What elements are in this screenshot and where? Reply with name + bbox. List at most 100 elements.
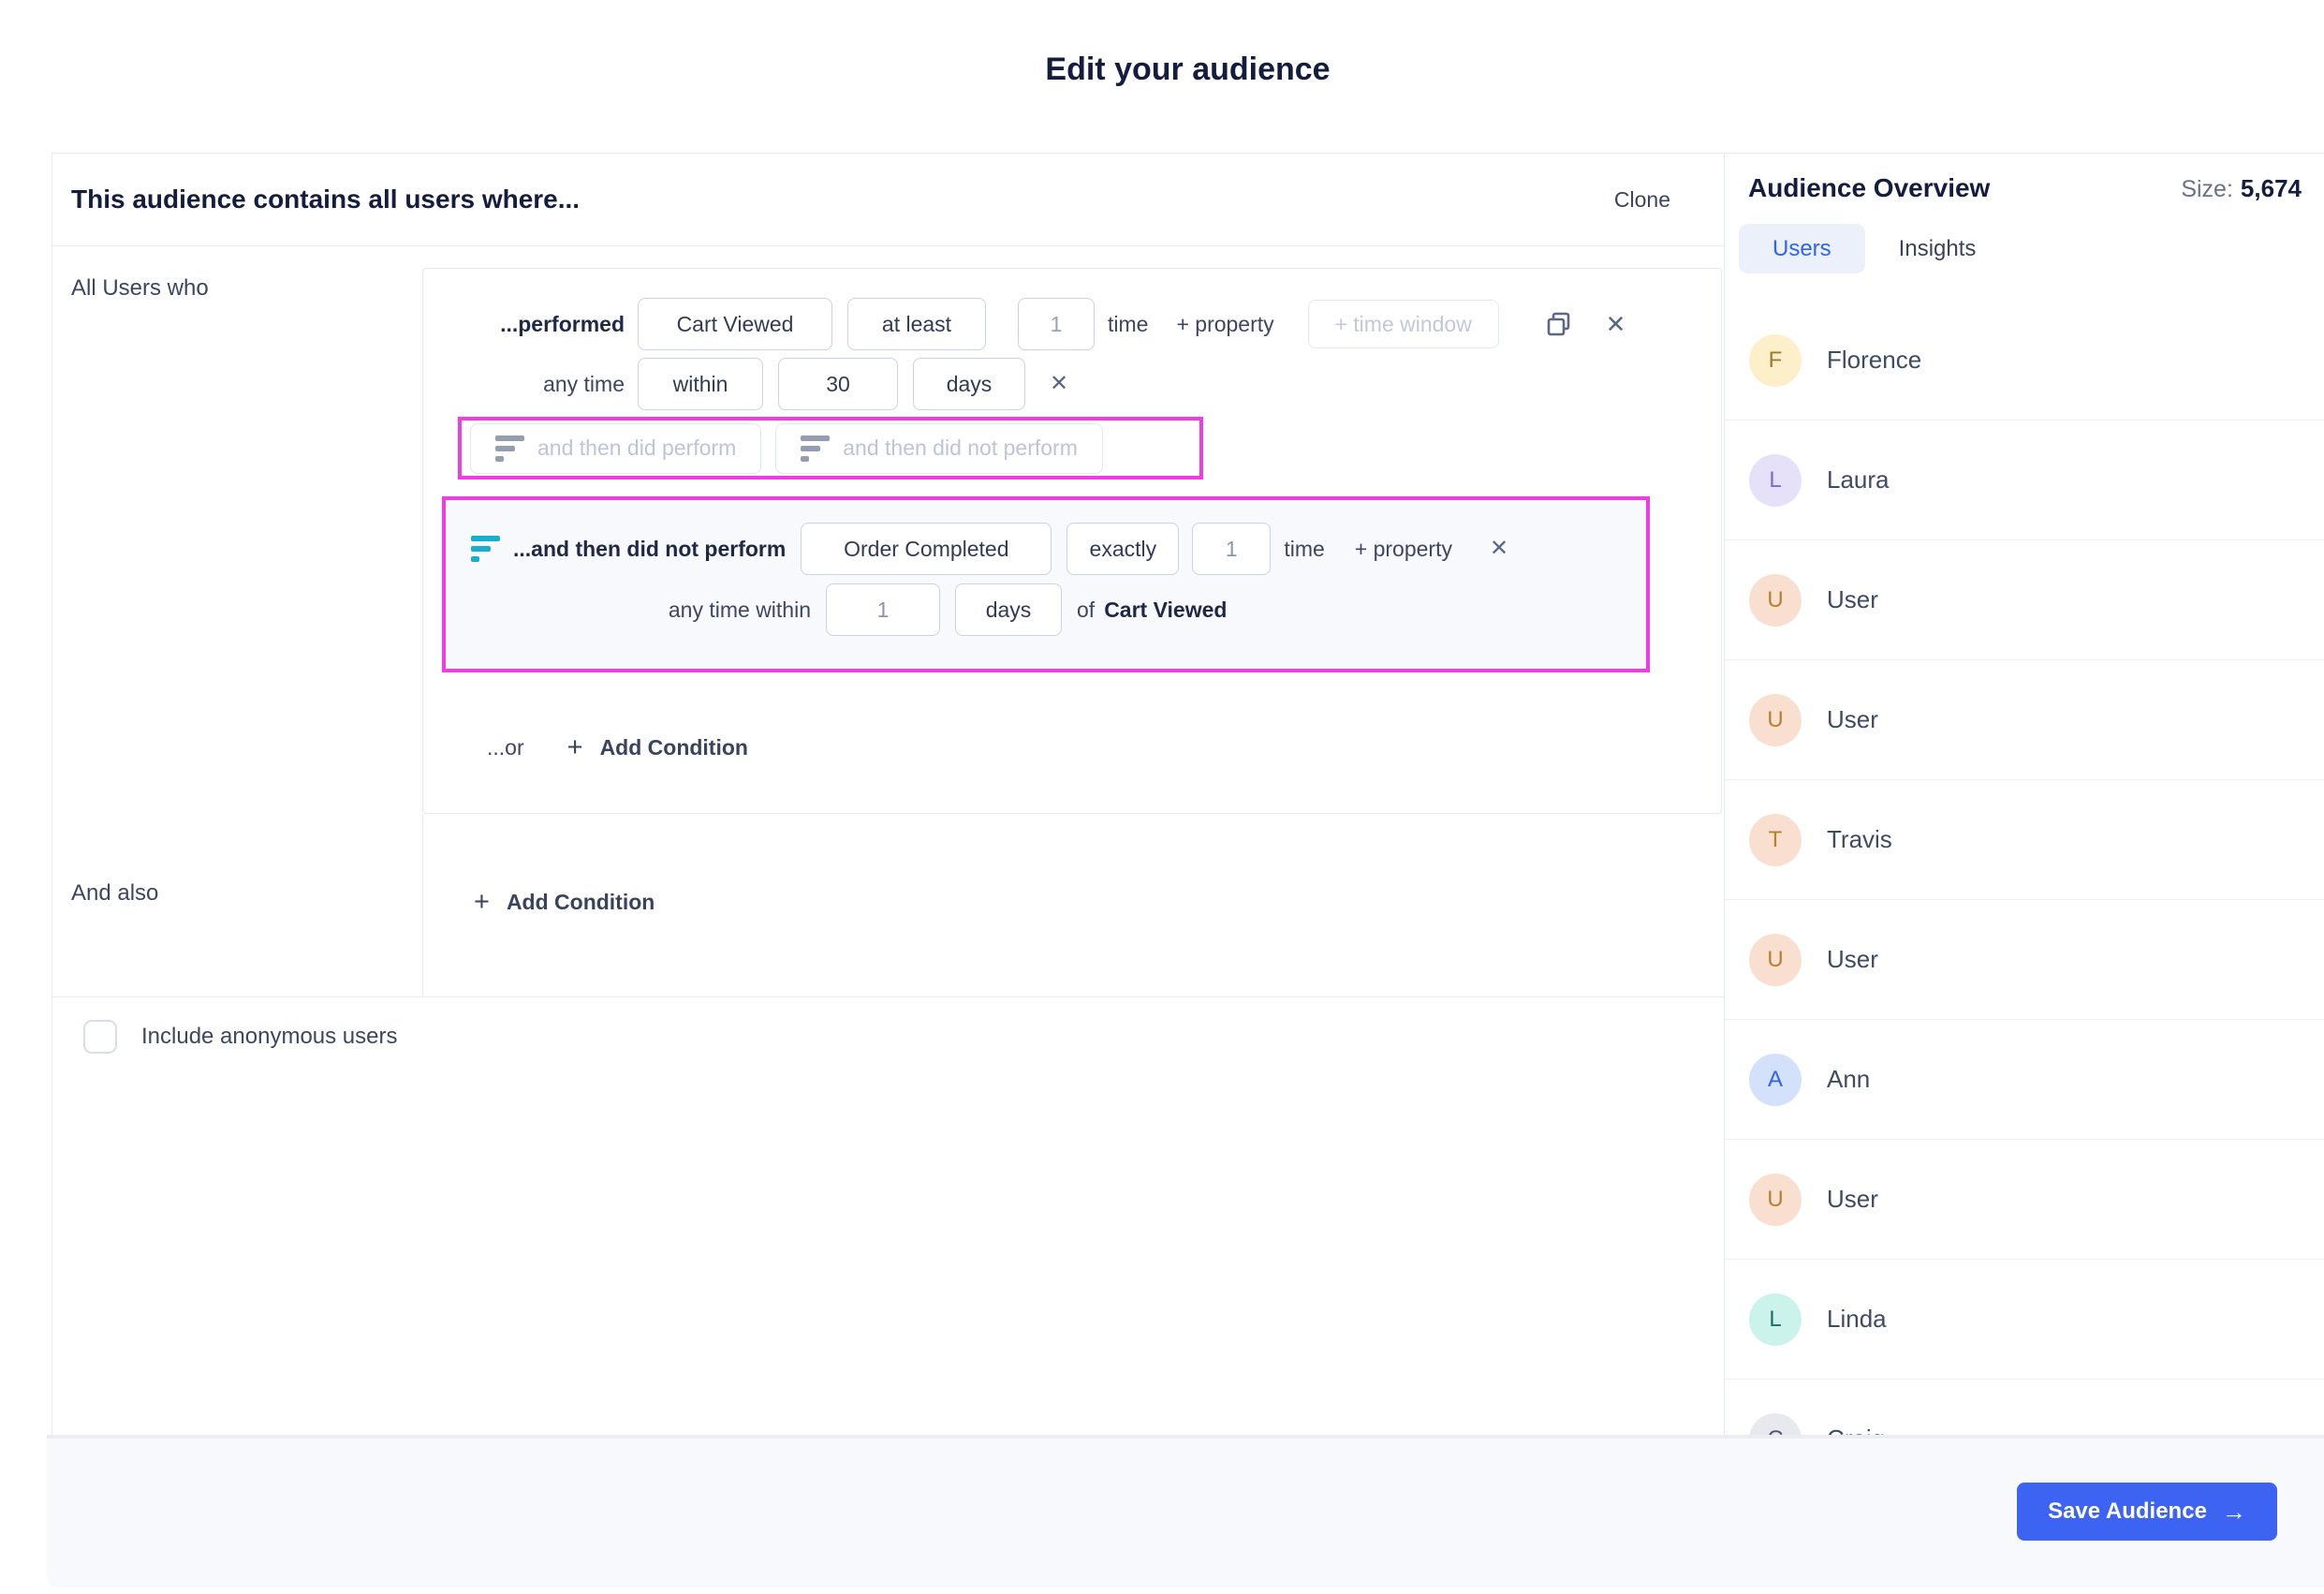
user-name: Florence — [1827, 346, 1922, 374]
avatar: C — [1749, 1412, 1802, 1436]
subcondition-prefix-label: ...and then did not perform — [513, 536, 787, 561]
remove-subcondition-icon[interactable]: ✕ — [1489, 536, 1509, 561]
avatar: F — [1749, 333, 1802, 387]
subcondition-event-select[interactable]: Order Completed — [801, 523, 1052, 575]
user-row[interactable]: U User — [1725, 660, 2324, 780]
user-row[interactable]: L Linda — [1725, 1260, 2324, 1380]
user-list: F Florence L Laura U User U User T Tra — [1725, 301, 2324, 1436]
count-input[interactable]: 1 — [1018, 298, 1095, 350]
anonymous-users-row: Include anonymous users — [83, 1016, 398, 1057]
subcondition-row-window: any time within 1 days of Cart Viewed — [446, 583, 1646, 637]
tab-insights[interactable]: Insights — [1865, 224, 2010, 273]
duplicate-condition-icon[interactable] — [1544, 309, 1574, 339]
operator-select[interactable]: at least — [847, 298, 986, 350]
user-name: User — [1827, 945, 1878, 973]
subcondition-operator-select[interactable]: exactly — [1066, 523, 1180, 575]
event-select[interactable]: Cart Viewed — [638, 298, 832, 350]
sidebar-header: Audience Overview Size: 5,674 — [1748, 165, 2302, 212]
arrow-right-icon: → — [2221, 1497, 2246, 1526]
plus-icon[interactable]: + — [566, 731, 583, 762]
avatar: L — [1749, 453, 1802, 507]
and-then-did-perform-button[interactable]: and then did perform — [470, 422, 762, 474]
user-name: User — [1827, 585, 1878, 613]
sidebar-tabs: Users Insights — [1739, 224, 2009, 273]
and-then-did-not-perform-button[interactable]: and then did not perform — [775, 422, 1103, 474]
size-label: Size: — [2181, 175, 2233, 202]
subcondition-window-label: any time within — [668, 597, 811, 622]
of-label: of — [1077, 597, 1096, 622]
subcondition-row-main: ...and then did not perform Order Comple… — [446, 522, 1646, 576]
or-add-condition-row: ...or + Add Condition — [423, 720, 1721, 775]
card-header: This audience contains all users where..… — [52, 154, 1724, 246]
user-name: Craig — [1827, 1424, 1885, 1436]
and-then-did-not-perform-label: and then did not perform — [843, 435, 1078, 460]
filter-icon — [495, 435, 524, 462]
timeframe-value-input[interactable]: 30 — [778, 358, 898, 410]
card-header-title: This audience contains all users where..… — [71, 184, 581, 214]
user-name: User — [1827, 705, 1878, 733]
subcondition-window-unit-select[interactable]: days — [955, 583, 1062, 636]
user-name: Ann — [1827, 1065, 1871, 1093]
footer-bar: Save Audience → — [47, 1435, 2324, 1587]
save-audience-label: Save Audience — [2048, 1498, 2207, 1524]
subcondition-add-property-button[interactable]: + property — [1354, 536, 1452, 561]
subcondition-count-unit-label: time — [1284, 536, 1325, 561]
user-row[interactable]: C Craig — [1725, 1380, 2324, 1436]
subcondition-count-input[interactable]: 1 — [1192, 523, 1272, 575]
filter-icon-teal — [471, 536, 500, 562]
avatar: U — [1749, 933, 1802, 986]
avatar: U — [1749, 1173, 1802, 1226]
avatar: A — [1749, 1053, 1802, 1106]
remove-condition-icon[interactable]: ✕ — [1605, 310, 1626, 338]
add-property-button[interactable]: + property — [1176, 311, 1274, 336]
user-row[interactable]: L Laura — [1725, 421, 2324, 540]
tab-users[interactable]: Users — [1739, 224, 1865, 273]
section-divider — [52, 996, 1724, 997]
user-row[interactable]: U User — [1725, 540, 2324, 660]
save-audience-button[interactable]: Save Audience → — [2017, 1483, 2277, 1541]
clone-button[interactable]: Clone — [1613, 186, 1670, 212]
sidebar-title: Audience Overview — [1748, 173, 1991, 202]
avatar: U — [1749, 573, 1802, 627]
page-title: Edit your audience — [1045, 52, 1331, 87]
user-row[interactable]: F Florence — [1725, 301, 2324, 421]
include-anonymous-label: Include anonymous users — [141, 1024, 398, 1049]
avatar: T — [1749, 813, 1802, 866]
time-window-field[interactable]: + time window — [1307, 300, 1499, 348]
within-select[interactable]: within — [638, 358, 763, 410]
add-condition-button[interactable]: Add Condition — [599, 734, 748, 760]
user-name: Travis — [1827, 825, 1892, 853]
and-also-add-condition-row: + Add Condition — [474, 875, 655, 929]
audience-size: Size: 5,674 — [2181, 174, 2302, 203]
user-name: Laura — [1827, 465, 1890, 494]
audience-overview-sidebar: Audience Overview Size: 5,674 Users Insig… — [1724, 154, 2324, 1436]
plus-icon[interactable]: + — [474, 886, 490, 917]
filter-icon — [801, 435, 831, 462]
avatar: L — [1749, 1292, 1802, 1346]
sequence-suggestions-highlight: and then did perform and then did not pe… — [458, 417, 1203, 480]
user-row[interactable]: U User — [1725, 1140, 2324, 1260]
and-also-divider-line — [422, 814, 423, 996]
performed-label: ...performed — [500, 311, 625, 336]
timeframe-unit-select[interactable]: days — [913, 358, 1025, 410]
any-time-label: any time — [543, 371, 625, 396]
size-value: 5,674 — [2240, 173, 2302, 202]
user-row[interactable]: T Travis — [1725, 780, 2324, 900]
condition-row-timeframe: any time within 30 days ✕ — [423, 357, 1721, 411]
count-unit-label: time — [1108, 311, 1149, 336]
user-row[interactable]: A Ann — [1725, 1020, 2324, 1140]
condition-builder-panel: This audience contains all users where..… — [52, 154, 1724, 1436]
user-row[interactable]: U User — [1725, 900, 2324, 1020]
and-then-did-perform-label: and then did perform — [537, 435, 737, 460]
add-condition-button-2[interactable]: Add Condition — [506, 889, 655, 914]
of-event-label: Cart Viewed — [1104, 597, 1228, 622]
subcondition-window-value-input[interactable]: 1 — [826, 583, 940, 636]
condition-row-performed: ...performed Cart Viewed at least 1 time… — [423, 297, 1721, 351]
remove-timeframe-icon[interactable]: ✕ — [1050, 371, 1069, 396]
user-name: User — [1827, 1185, 1878, 1213]
include-anonymous-checkbox[interactable] — [83, 1020, 117, 1054]
condition-group-box: ...performed Cart Viewed at least 1 time… — [422, 268, 1722, 814]
subcondition-highlight-box: ...and then did not perform Order Comple… — [442, 496, 1650, 672]
user-name: Linda — [1827, 1305, 1887, 1333]
